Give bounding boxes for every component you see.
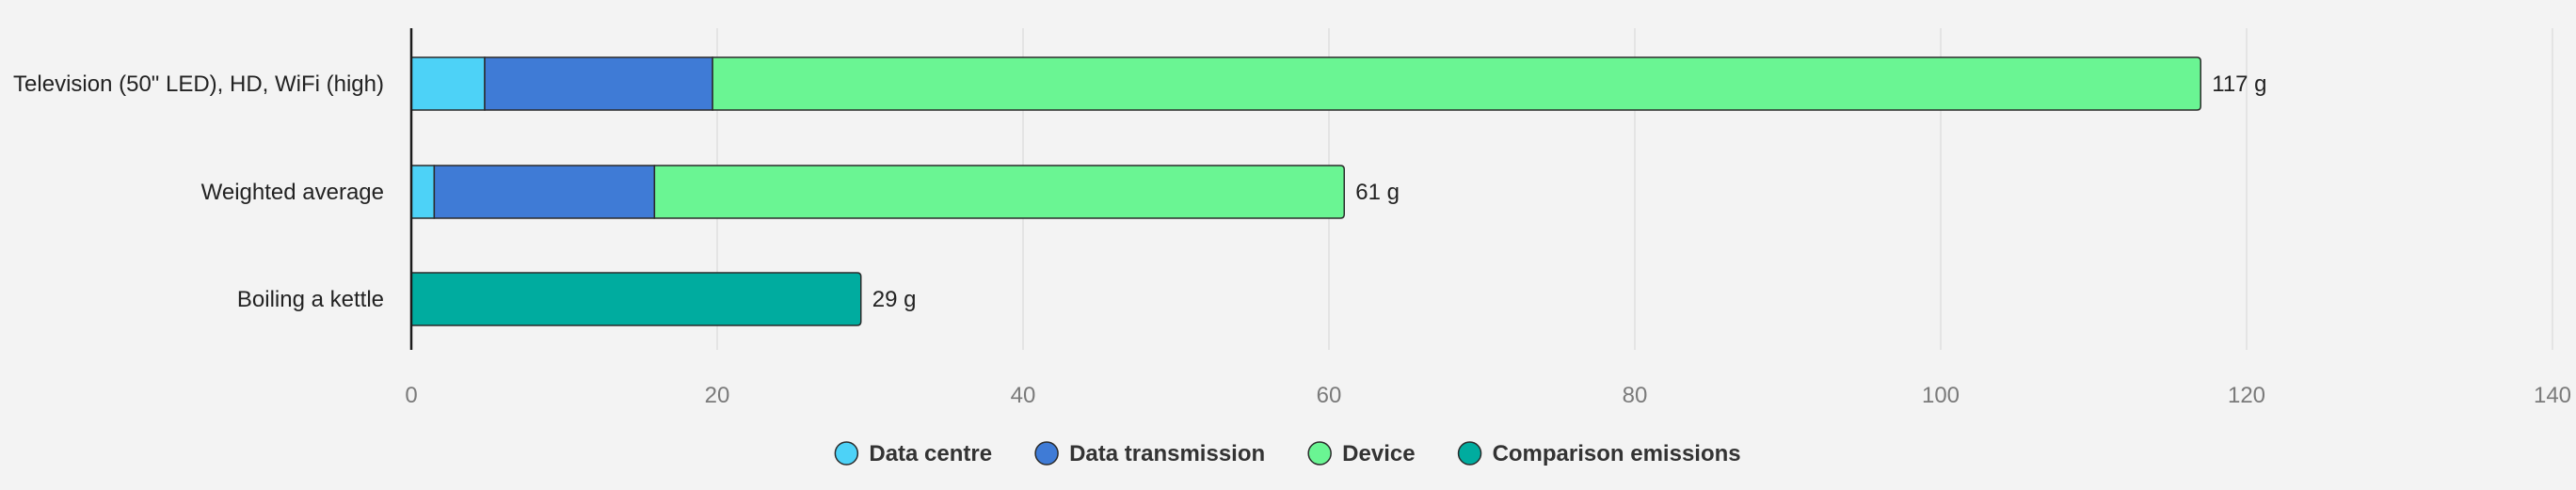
legend: Data centre Data transmission Device Compar… <box>834 441 1741 466</box>
legend-label: Data centre <box>869 441 992 466</box>
legend-label: Device <box>1342 441 1415 466</box>
x-tick-label: 40 <box>1011 383 1036 408</box>
x-tick-label: 60 <box>1317 383 1342 408</box>
legend-swatch <box>1034 441 1059 466</box>
x-tick-label: 140 <box>2534 383 2571 408</box>
legend-label: Data transmission <box>1069 441 1265 466</box>
category-label: Television (50" LED), HD, WiFi (high) <box>13 71 384 97</box>
x-tick-label: 120 <box>2228 383 2265 408</box>
bar-segment <box>484 56 713 111</box>
value-label: 117 g <box>2212 71 2266 97</box>
value-label: 61 g <box>1355 180 1400 205</box>
bars <box>410 56 2201 326</box>
x-tick-label: 20 <box>705 383 730 408</box>
bar-segment <box>410 272 862 326</box>
bar-segment <box>410 165 436 219</box>
category-labels: Television (50" LED), HD, WiFi (high) Wei… <box>13 71 384 312</box>
category-label: Boiling a kettle <box>237 287 384 312</box>
x-tick-label: 0 <box>405 383 417 408</box>
bar-segment <box>410 56 486 111</box>
legend-label: Comparison emissions <box>1493 441 1741 466</box>
category-label: Weighted average <box>201 180 384 205</box>
bar-segment <box>712 56 2201 111</box>
bar-segment <box>653 165 1345 219</box>
value-label: 29 g <box>872 287 917 312</box>
legend-swatch <box>834 441 859 466</box>
legend-swatch <box>1457 441 1482 466</box>
x-tick-label: 100 <box>1922 383 1960 408</box>
x-tick-labels: 0 20 40 60 80 100 120 140 <box>405 383 2571 408</box>
bar-segment <box>433 165 656 219</box>
legend-swatch <box>1307 441 1332 466</box>
value-labels: 117 g 61 g 29 g <box>872 71 2267 312</box>
x-tick-label: 80 <box>1623 383 1648 408</box>
